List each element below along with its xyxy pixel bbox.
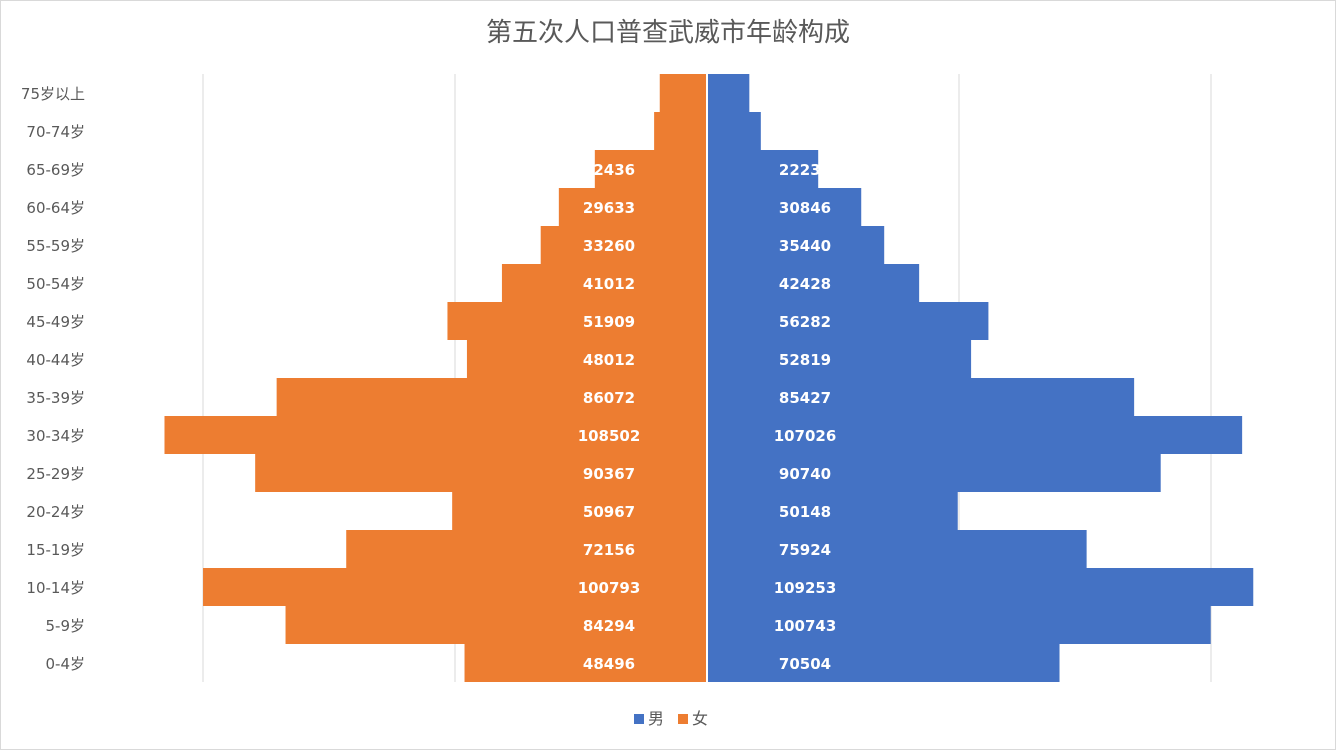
data-label: 52819 <box>779 351 831 369</box>
bar-male[interactable] <box>707 606 1211 644</box>
category-label: 35-39岁 <box>26 389 85 407</box>
legend-swatch <box>634 714 644 724</box>
category-label: 10-14岁 <box>26 579 85 597</box>
category-label: 40-44岁 <box>26 351 85 369</box>
bar-male[interactable] <box>707 530 1087 568</box>
data-label: 72156 <box>583 541 635 559</box>
data-label: 10766 <box>779 123 831 141</box>
data-label: 42428 <box>779 275 831 293</box>
data-labels: 70504 100743 109253 75924 50148 90740 107026 85… <box>578 85 837 673</box>
category-label: 30-34岁 <box>26 427 85 445</box>
bar-female[interactable] <box>285 606 707 644</box>
bar-female[interactable] <box>654 112 707 150</box>
category-label: 55-59岁 <box>26 237 85 255</box>
data-label: 56282 <box>779 313 831 331</box>
bar-male[interactable] <box>707 302 989 340</box>
bar-female[interactable] <box>255 454 708 492</box>
category-label: 70-74岁 <box>26 123 85 141</box>
category-axis: 0-4岁 5-9岁 10-14岁 15-19岁 20-24岁 25-29岁 30-34岁 35… <box>21 85 85 673</box>
bar-male[interactable] <box>707 226 885 264</box>
data-label: 41012 <box>583 275 635 293</box>
category-label: 20-24岁 <box>26 503 85 521</box>
bar-female[interactable] <box>659 74 707 112</box>
bar-female[interactable] <box>594 150 707 188</box>
category-label: 25-29岁 <box>26 465 85 483</box>
category-label: 75岁以上 <box>21 85 85 103</box>
data-label: 75924 <box>779 541 831 559</box>
bar-male[interactable] <box>707 492 958 530</box>
data-label: 107026 <box>774 427 837 445</box>
bar-female[interactable] <box>466 340 707 378</box>
data-label: 22436 <box>583 161 635 179</box>
data-label: 8466 <box>784 85 826 103</box>
bar-male[interactable] <box>707 454 1161 492</box>
data-label: 29633 <box>583 199 635 217</box>
chart-title: 第五次人口普查武威市年龄构成 <box>486 18 850 48</box>
category-label: 5-9岁 <box>46 617 86 635</box>
legend-swatch <box>678 714 688 724</box>
bar-male[interactable] <box>707 150 819 188</box>
bar-female[interactable] <box>501 264 707 302</box>
data-label: 48496 <box>583 655 635 673</box>
data-label: 109253 <box>774 579 837 597</box>
data-label: 84294 <box>583 617 635 635</box>
data-label: 86072 <box>583 389 635 407</box>
data-label: 85427 <box>779 389 831 407</box>
data-label: 10577 <box>583 123 635 141</box>
data-label: 50148 <box>779 503 831 521</box>
bar-female[interactable] <box>558 188 707 226</box>
legend-label[interactable]: 女 <box>692 709 708 728</box>
category-label: 15-19岁 <box>26 541 85 559</box>
bar-female[interactable] <box>346 530 707 568</box>
bar-female[interactable] <box>464 644 707 682</box>
bars <box>164 74 1254 682</box>
bar-female[interactable] <box>540 226 707 264</box>
bar-female[interactable] <box>203 568 707 606</box>
bar-male[interactable] <box>707 378 1135 416</box>
data-label: 90367 <box>583 465 635 483</box>
data-label: 100743 <box>774 617 837 635</box>
category-label: 65-69岁 <box>26 161 85 179</box>
category-label: 60-64岁 <box>26 199 85 217</box>
bar-male[interactable] <box>707 188 862 226</box>
legend[interactable]: 男女 <box>634 709 708 728</box>
bar-female[interactable] <box>452 492 707 530</box>
category-label: 50-54岁 <box>26 275 85 293</box>
bar-female[interactable] <box>447 302 707 340</box>
data-label: 108502 <box>578 427 641 445</box>
bar-male[interactable] <box>707 112 761 150</box>
bar-male[interactable] <box>707 264 920 302</box>
category-label: 45-49岁 <box>26 313 85 331</box>
bar-female[interactable] <box>276 378 707 416</box>
data-label: 100793 <box>578 579 641 597</box>
category-label: 0-4岁 <box>46 655 86 673</box>
data-label: 90740 <box>779 465 831 483</box>
data-label: 22239 <box>779 161 831 179</box>
bar-male[interactable] <box>707 74 750 112</box>
bar-male[interactable] <box>707 340 972 378</box>
data-label: 33260 <box>583 237 635 255</box>
legend-label[interactable]: 男 <box>648 709 664 728</box>
data-label: 30846 <box>779 199 831 217</box>
bar-male[interactable] <box>707 644 1060 682</box>
bar-male[interactable] <box>707 416 1243 454</box>
bar-male[interactable] <box>707 568 1254 606</box>
bar-female[interactable] <box>164 416 708 454</box>
data-label: 48012 <box>583 351 635 369</box>
data-label: 9449 <box>588 85 630 103</box>
data-label: 51909 <box>583 313 635 331</box>
data-label: 35440 <box>779 237 831 255</box>
data-label: 70504 <box>779 655 831 673</box>
data-label: 50967 <box>583 503 635 521</box>
